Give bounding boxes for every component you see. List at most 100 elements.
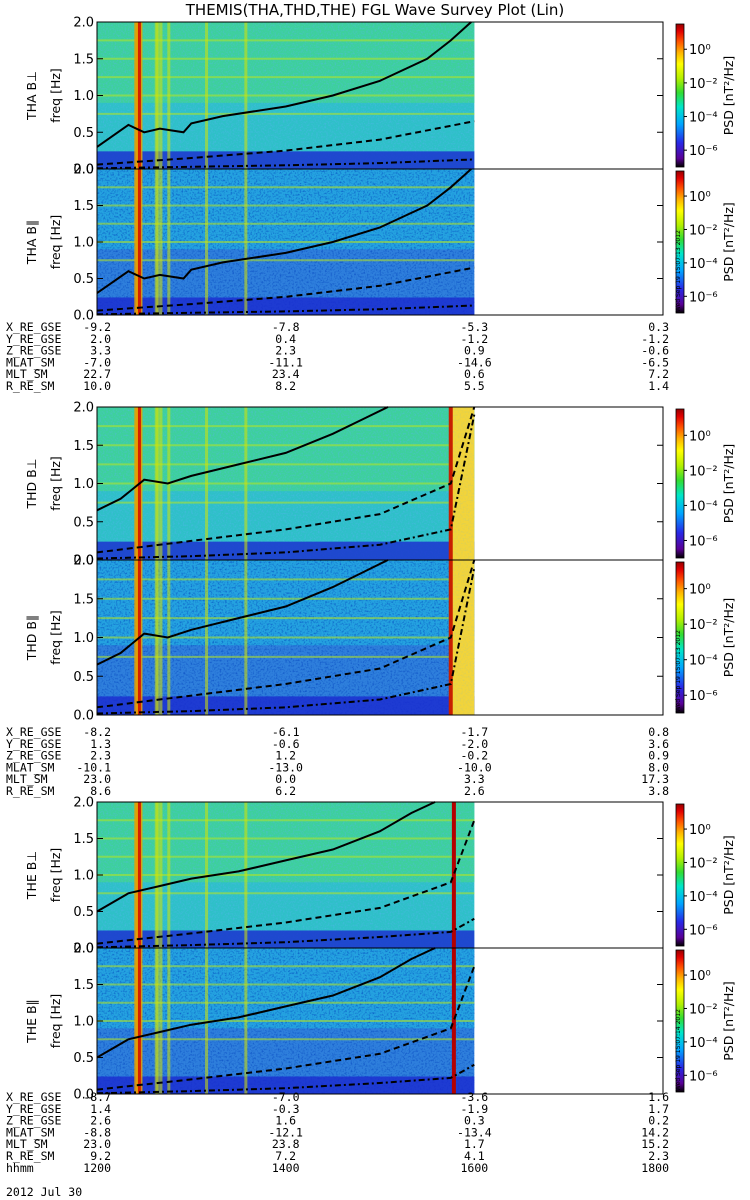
harmonic-line [97,983,475,986]
harmonic-line [97,1020,475,1022]
colorbar-tick-label: 10⁻⁶ [689,689,718,704]
harmonic-line [97,241,475,243]
ephemeris-value: 0.0 [275,772,296,786]
ephemeris-row-label: X_RE_GSE [6,725,61,739]
ephemeris-row-label: R_RE_SM [6,784,55,798]
ephemeris-value: 1.4 [648,379,669,393]
ephemeris-row-label: X_RE_GSE [6,1090,61,1104]
ephemeris-value: -1.2 [641,332,669,346]
ephemeris-value: 3.8 [648,784,669,798]
colorbar-tick-label: 10⁻⁴ [689,499,718,514]
panel-timestamp: Wed Sep 19 15:07:13 2012 [675,630,682,712]
colorbar-tick-label: 10⁰ [689,823,711,838]
colorbar-tick-label: 10⁻² [689,77,718,92]
y-tick-label: 1.0 [73,89,94,104]
colorbar-tick-label: 10⁻² [689,464,718,479]
colorbar-scale [675,561,685,714]
ephemeris-row-label: MLT_SM [6,367,48,381]
harmonic-line [97,463,475,466]
wave-burst [159,169,163,315]
wave-burst-core [137,948,141,1094]
panel-tha-bperp: 2.0 1.5 1.0 0.5 0.0 THA B⊥ freq [Hz] 10⁰ 10⁻² 10⁻… [24,16,736,178]
panel-the-bpar: 2.0 1.5 1.0 0.5 0.0 THE B∥ freq [Hz] 10⁰ 10⁻² 10⁻… [24,942,736,1103]
wave-burst [244,22,248,169]
ephemeris-value: 5.5 [464,379,485,393]
harmonic-line [97,204,475,207]
wave-burst [156,802,160,948]
panel-label: THA B∥ [24,220,39,265]
wave-burst [154,802,158,948]
wave-burst [167,802,171,948]
ephemeris-value: 8.6 [90,784,111,798]
ephemeris-value: 1600 [460,1161,488,1175]
wave-burst [205,948,209,1094]
harmonic-line [97,482,475,485]
y-axis-label: freq [Hz] [48,848,63,903]
fce-curve [96,168,472,294]
y-tick-label: 1.5 [73,592,94,607]
high-activity-noise [450,407,475,560]
ephemeris-value: 7.2 [275,1149,296,1163]
harmonic-line [97,1038,475,1041]
colorbar-label: PSD [nT²/Hz] [721,835,736,915]
y-tick-label: 1.0 [73,477,94,492]
ephemeris-value: 0.2 [648,1114,669,1128]
colorbar-tick-label: 10⁻² [689,856,718,871]
ephemeris-value: 15.2 [641,1137,669,1151]
ephemeris-row-label: Y_RE_GSE [6,1102,61,1116]
colorbar-scale [675,23,685,168]
ephemeris-value: 23.0 [83,1137,111,1151]
ephemeris-value: -1.2 [460,332,488,346]
ephemeris-row-label: MLAT_SM [6,760,55,774]
wave-burst [156,407,160,560]
panel-the-bperp: 2.0 1.5 1.0 0.5 0.0 THE B⊥ freq [Hz] 10⁰ 10⁻² 10⁻… [24,796,736,957]
panel-label: THA B⊥ [24,71,39,121]
high-activity-noise [450,560,475,715]
y-tick-label: 0.0 [73,709,94,724]
y-axis-label: freq [Hz] [48,610,63,665]
ephemeris-value: 1.2 [275,749,296,763]
ephemeris-value: 2.3 [275,344,296,358]
ephemeris-value: -6.1 [272,725,300,739]
wave-burst [205,169,209,315]
panel-label: THE B∥ [24,999,39,1044]
harmonic-line [97,578,475,581]
y-tick-label: 1.5 [73,439,94,454]
ephemeris-table: X_RE_GSE -9.2 -7.8 -5.3 0.3 Y_RE_GSE 2.0 0.4 -1.… [6,320,669,1175]
colorbar-label: PSD [nT²/Hz] [721,56,736,136]
y-axis-label: freq [Hz] [48,456,63,511]
harmonic-line [97,112,475,115]
panel-timestamp: Wed Sep 19 15:07:14 2012 [675,1009,682,1091]
y-tick-label: 1.0 [73,631,94,646]
ephemeris-value: 0.4 [275,332,296,346]
fce-curve [96,559,389,666]
colorbar-tick-label: 10⁻⁶ [689,290,718,305]
y-tick-label: 0.0 [73,554,94,569]
ephemeris-value: -13.0 [268,760,303,774]
y-tick-label: 1.5 [73,199,94,214]
ephemeris-row-label: hhmm [6,1161,34,1175]
ephemeris-value: 2.3 [648,1149,669,1163]
wave-burst-core [137,169,141,315]
ephemeris-value: -12.1 [268,1125,303,1139]
ephemeris-value: -1.7 [460,725,488,739]
wave-burst [167,169,171,315]
harmonic-line [97,1001,475,1004]
y-tick-label: 1.5 [73,978,94,993]
ephemeris-value: -7.0 [272,1090,300,1104]
y-tick-label: 0.0 [73,1088,94,1103]
harmonic-line [97,186,475,189]
ephemeris-row-label: Z_RE_GSE [6,1114,61,1128]
harmonic-line [97,617,475,620]
harmonic-line [97,76,475,79]
colorbar-tick-label: 10⁻⁴ [689,654,718,669]
y-tick-label: 0.0 [73,163,94,178]
ephemeris-thd: X_RE_GSE -8.2 -6.1 -1.7 0.8 Y_RE_GSE 1.3 -0.6 -2… [6,725,669,798]
harmonic-line [97,874,475,876]
y-axis-label: freq [Hz] [48,215,63,270]
ephemeris-value: 1.4 [90,1102,111,1116]
ephemeris-value: 9.2 [90,1149,111,1163]
low-frequency-band [97,930,475,948]
harmonic-line [97,855,475,858]
